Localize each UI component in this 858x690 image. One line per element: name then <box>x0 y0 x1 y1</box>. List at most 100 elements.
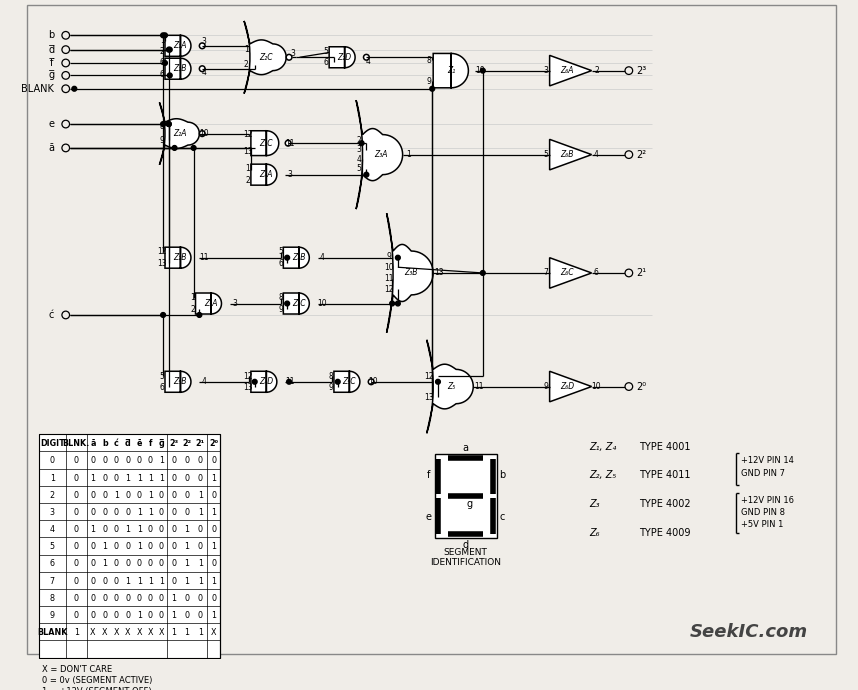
Text: Z₆B: Z₆B <box>560 150 573 159</box>
Text: Z₂B: Z₂B <box>173 253 187 262</box>
Text: 1: 1 <box>211 542 216 551</box>
Circle shape <box>72 86 76 91</box>
Text: 9: 9 <box>160 136 165 145</box>
Text: 1: 1 <box>148 577 153 586</box>
Text: 1: 1 <box>198 508 202 517</box>
Text: X: X <box>211 628 216 637</box>
Text: 13: 13 <box>243 147 253 156</box>
Text: TYPE 4002: TYPE 4002 <box>639 499 691 509</box>
Circle shape <box>285 255 289 260</box>
Text: 1: 1 <box>90 525 95 534</box>
Text: 1: 1 <box>184 560 190 569</box>
Text: DIGIT: DIGIT <box>40 440 64 449</box>
Text: Z₃A: Z₃A <box>374 150 388 159</box>
Text: 0: 0 <box>125 611 130 620</box>
Text: e: e <box>48 119 54 129</box>
Circle shape <box>62 72 69 79</box>
Polygon shape <box>334 371 360 393</box>
Circle shape <box>285 140 291 146</box>
Text: ć: ć <box>49 310 54 320</box>
Circle shape <box>368 379 374 384</box>
Text: 2¹: 2¹ <box>196 440 205 449</box>
Text: 0: 0 <box>50 456 55 465</box>
Text: 3: 3 <box>50 508 55 517</box>
Text: 1: 1 <box>198 628 202 637</box>
Circle shape <box>480 270 486 275</box>
Text: 5: 5 <box>160 371 165 381</box>
Text: 0: 0 <box>171 577 176 586</box>
Text: 13: 13 <box>157 259 167 268</box>
Text: 0: 0 <box>136 560 142 569</box>
Text: 1: 1 <box>102 560 107 569</box>
Text: 0: 0 <box>114 560 118 569</box>
Text: 2³: 2³ <box>636 66 646 76</box>
Text: 1: 1 <box>102 542 107 551</box>
Text: 1 = +12V (SEGMENT OFF): 1 = +12V (SEGMENT OFF) <box>42 687 152 690</box>
Circle shape <box>62 311 69 319</box>
Circle shape <box>166 121 172 126</box>
Text: 1: 1 <box>198 491 202 500</box>
Circle shape <box>166 121 172 126</box>
Polygon shape <box>283 293 309 314</box>
Text: 0: 0 <box>159 542 164 551</box>
Text: 3: 3 <box>287 170 293 179</box>
Text: 1: 1 <box>211 577 216 586</box>
Text: 0: 0 <box>171 491 176 500</box>
Polygon shape <box>251 164 277 185</box>
Circle shape <box>163 33 167 38</box>
Text: 3: 3 <box>543 66 548 75</box>
Text: 1: 1 <box>198 560 202 569</box>
Circle shape <box>163 61 167 66</box>
Text: 0: 0 <box>159 560 164 569</box>
Text: 0: 0 <box>125 456 130 465</box>
Bar <box>39 434 221 658</box>
Text: 0: 0 <box>102 594 107 603</box>
Text: 0: 0 <box>171 508 176 517</box>
Text: Z₅B: Z₅B <box>173 377 187 386</box>
Polygon shape <box>550 139 592 170</box>
Text: 1: 1 <box>136 542 142 551</box>
Text: 1: 1 <box>198 577 202 586</box>
Text: 0: 0 <box>74 456 79 465</box>
Text: TYPE 4011: TYPE 4011 <box>639 471 691 480</box>
Text: X: X <box>102 628 107 637</box>
Circle shape <box>252 380 257 384</box>
Text: 5: 5 <box>323 47 329 56</box>
Text: Z₆A: Z₆A <box>560 66 573 75</box>
Text: 0: 0 <box>114 473 118 482</box>
Text: 0: 0 <box>74 577 79 586</box>
Text: f: f <box>148 440 152 449</box>
Circle shape <box>191 146 196 150</box>
Text: 2: 2 <box>244 61 249 70</box>
Circle shape <box>160 313 166 317</box>
Text: 0: 0 <box>102 611 107 620</box>
Text: c: c <box>499 512 505 522</box>
Text: 2²: 2² <box>183 440 191 449</box>
Text: 12: 12 <box>384 285 394 294</box>
Circle shape <box>167 47 172 52</box>
Text: 0: 0 <box>114 594 118 603</box>
Circle shape <box>360 141 364 146</box>
Polygon shape <box>283 247 309 268</box>
Text: 0: 0 <box>102 508 107 517</box>
Text: 9: 9 <box>387 253 392 262</box>
Text: 2: 2 <box>160 47 165 56</box>
Text: BLANK: BLANK <box>21 83 54 94</box>
Text: 2: 2 <box>190 305 195 314</box>
Text: Z₆: Z₆ <box>589 528 601 538</box>
Text: 8: 8 <box>329 371 334 381</box>
Text: 1: 1 <box>136 611 142 620</box>
Text: 1: 1 <box>159 473 164 482</box>
Circle shape <box>436 380 440 384</box>
Text: 6: 6 <box>323 59 329 68</box>
Text: 1: 1 <box>171 628 176 637</box>
Text: 0: 0 <box>198 473 202 482</box>
Text: 1: 1 <box>90 473 95 482</box>
Text: Z₁C: Z₁C <box>259 139 273 148</box>
Text: 6: 6 <box>594 268 599 277</box>
Text: 9: 9 <box>329 383 334 392</box>
Circle shape <box>625 151 632 159</box>
Circle shape <box>390 301 395 306</box>
Text: SEGMENT
IDENTIFICATION: SEGMENT IDENTIFICATION <box>430 548 501 567</box>
Text: 6: 6 <box>160 70 165 79</box>
